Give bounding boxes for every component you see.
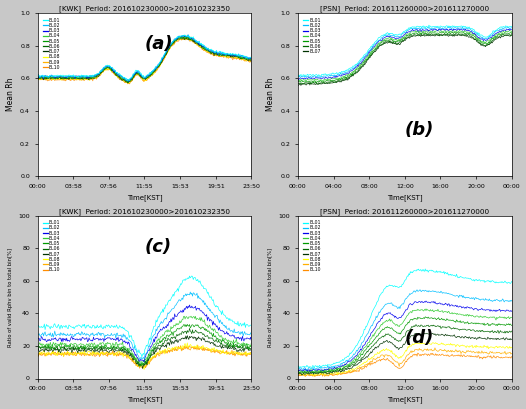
Title: [KWK]  Period: 201610230000>201610232350: [KWK] Period: 201610230000>201610232350 xyxy=(59,6,230,12)
Title: [PSN]  Period: 201611260000>201611270000: [PSN] Period: 201611260000>201611270000 xyxy=(320,6,489,12)
Legend: EL01, EL02, EL03, EL04, EL05, EL06, EL07, EL08, EL09, EL10: EL01, EL02, EL03, EL04, EL05, EL06, EL07… xyxy=(302,220,321,273)
Text: (d): (d) xyxy=(405,329,434,347)
Y-axis label: Mean Rh: Mean Rh xyxy=(6,78,15,112)
Legend: EL01, EL02, EL03, EL04, EL05, EL06, EL07: EL01, EL02, EL03, EL04, EL05, EL06, EL07 xyxy=(302,17,321,54)
Text: (a): (a) xyxy=(145,35,173,53)
X-axis label: Time[KST]: Time[KST] xyxy=(387,194,422,201)
Text: (c): (c) xyxy=(145,238,171,256)
X-axis label: Time[KST]: Time[KST] xyxy=(387,397,422,403)
X-axis label: Time[KST]: Time[KST] xyxy=(127,194,163,201)
Text: (b): (b) xyxy=(405,121,434,139)
Title: [KWK]  Period: 201610230000>201610232350: [KWK] Period: 201610230000>201610232350 xyxy=(59,208,230,215)
Y-axis label: Ratio of valid Rphv bin to total bin[%]: Ratio of valid Rphv bin to total bin[%] xyxy=(268,247,273,347)
Y-axis label: Mean Rh: Mean Rh xyxy=(266,78,275,112)
Title: [PSN]  Period: 201611260000>201611270000: [PSN] Period: 201611260000>201611270000 xyxy=(320,208,489,215)
X-axis label: Time[KST]: Time[KST] xyxy=(127,397,163,403)
Legend: EL01, EL02, EL03, EL04, EL05, EL06, EL07, EL08, EL09, EL10: EL01, EL02, EL03, EL04, EL05, EL06, EL07… xyxy=(42,17,61,70)
Y-axis label: Ratio of valid Rphv bin to total bin[%]: Ratio of valid Rphv bin to total bin[%] xyxy=(8,247,13,347)
Legend: EL01, EL02, EL03, EL04, EL05, EL06, EL07, EL08, EL09, EL10: EL01, EL02, EL03, EL04, EL05, EL06, EL07… xyxy=(42,220,61,273)
